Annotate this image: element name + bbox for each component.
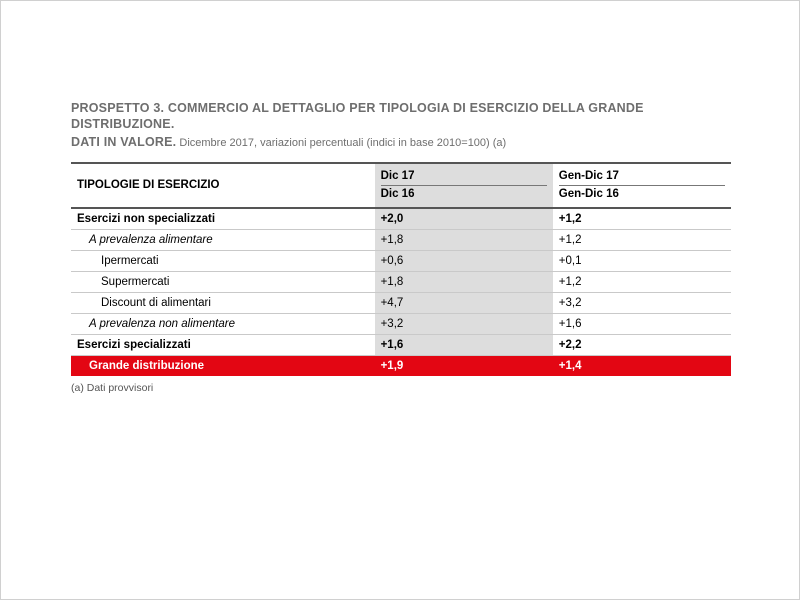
row-value-1: +3,2: [375, 314, 553, 335]
table-row: Esercizi non specializzati+2,0+1,2: [71, 208, 731, 230]
row-label: A prevalenza non alimentare: [71, 314, 375, 335]
row-value-2: +1,4: [553, 356, 731, 377]
row-label: Grande distribuzione: [71, 356, 375, 377]
row-label: A prevalenza alimentare: [71, 230, 375, 251]
row-label: Esercizi specializzati: [71, 335, 375, 356]
row-value-1: +1,8: [375, 272, 553, 293]
table-header-row: TIPOLOGIE DI ESERCIZIO Dic 17 Dic 16 Gen…: [71, 163, 731, 208]
table-row: Supermercati+1,8+1,2: [71, 272, 731, 293]
row-value-1: +1,8: [375, 230, 553, 251]
row-value-1: +0,6: [375, 251, 553, 272]
title-line2-rest: Dicembre 2017, variazioni percentuali (i…: [176, 137, 506, 149]
header-label: TIPOLOGIE DI ESERCIZIO: [71, 163, 375, 208]
table-row: Ipermercati+0,6+0,1: [71, 251, 731, 272]
row-value-2: +1,2: [553, 230, 731, 251]
row-value-1: +1,9: [375, 356, 553, 377]
table-row: Esercizi specializzati+1,6+2,2: [71, 335, 731, 356]
row-value-2: +2,2: [553, 335, 731, 356]
row-value-2: +3,2: [553, 293, 731, 314]
footnote: (a) Dati provvisori: [71, 382, 731, 394]
table-row: A prevalenza alimentare+1,8+1,2: [71, 230, 731, 251]
title-block: PROSPETTO 3. COMMERCIO AL DETTAGLIO PER …: [71, 101, 731, 152]
title-line1: PROSPETTO 3. COMMERCIO AL DETTAGLIO PER …: [71, 101, 731, 132]
table-row: A prevalenza non alimentare+3,2+1,6: [71, 314, 731, 335]
row-label: Supermercati: [71, 272, 375, 293]
header-col1-bot: Dic 16: [381, 187, 547, 202]
row-value-2: +1,6: [553, 314, 731, 335]
prospetto-table-block: PROSPETTO 3. COMMERCIO AL DETTAGLIO PER …: [71, 101, 731, 394]
header-col1-top: Dic 17: [381, 169, 547, 186]
row-label: Esercizi non specializzati: [71, 208, 375, 230]
row-value-1: +1,6: [375, 335, 553, 356]
row-label: Ipermercati: [71, 251, 375, 272]
table-row: Grande distribuzione+1,9+1,4: [71, 356, 731, 377]
row-value-1: +4,7: [375, 293, 553, 314]
title-line2: DATI IN VALORE. Dicembre 2017, variazion…: [71, 132, 731, 152]
title-line2-bold: DATI IN VALORE.: [71, 135, 176, 149]
table-row: Discount di alimentari+4,7+3,2: [71, 293, 731, 314]
row-label: Discount di alimentari: [71, 293, 375, 314]
header-col2: Gen-Dic 17 Gen-Dic 16: [553, 163, 731, 208]
row-value-1: +2,0: [375, 208, 553, 230]
row-value-2: +1,2: [553, 272, 731, 293]
header-col2-top: Gen-Dic 17: [559, 169, 725, 186]
data-table: TIPOLOGIE DI ESERCIZIO Dic 17 Dic 16 Gen…: [71, 162, 731, 376]
row-value-2: +1,2: [553, 208, 731, 230]
header-col1: Dic 17 Dic 16: [375, 163, 553, 208]
header-col2-bot: Gen-Dic 16: [559, 187, 725, 202]
row-value-2: +0,1: [553, 251, 731, 272]
table-body: Esercizi non specializzati+2,0+1,2A prev…: [71, 208, 731, 376]
